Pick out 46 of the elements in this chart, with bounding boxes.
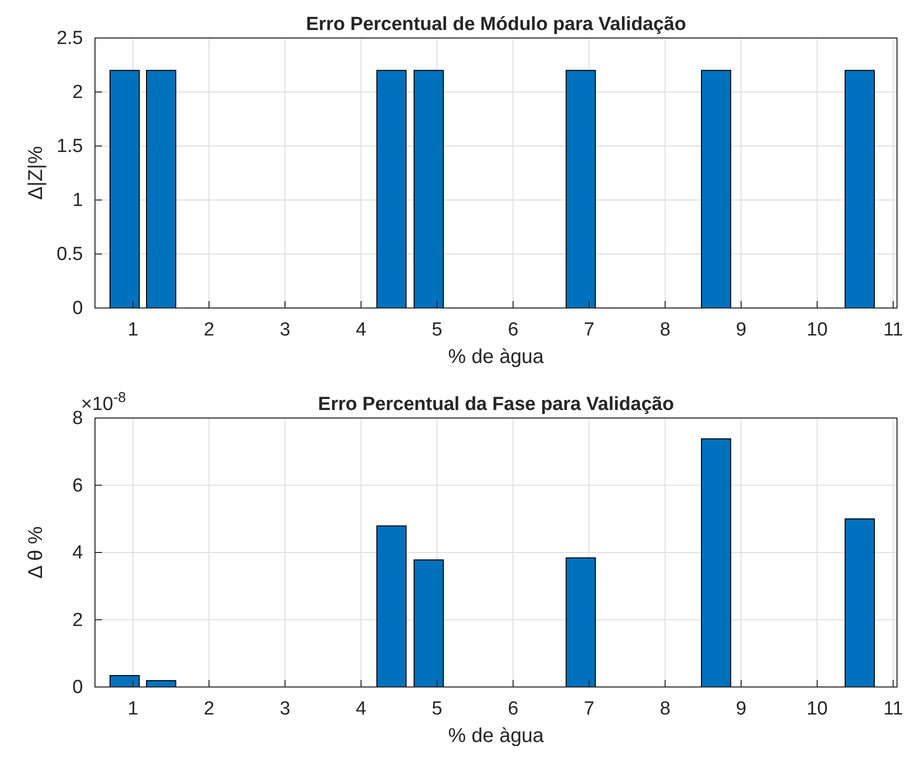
chart-title: Erro Percentual da Fase para Validação: [318, 394, 674, 415]
x-tick-label: 4: [356, 319, 367, 340]
y-tick-label: 1.5: [56, 136, 83, 158]
x-axis-title: % de àgua: [448, 346, 545, 368]
x-tick-label: 11: [883, 319, 904, 340]
x-tick-label: 7: [584, 319, 594, 340]
y-axis-title: Δ θ %: [25, 526, 47, 579]
y-tick-label: 1: [72, 190, 83, 212]
x-tick-label: 1: [128, 319, 138, 340]
chart-title: Erro Percentual de Módulo para Validação: [306, 14, 686, 35]
x-tick-label: 10: [806, 319, 828, 340]
y-tick-label: 0.5: [56, 244, 83, 266]
x-tick-label: 6: [508, 319, 518, 340]
x-tick-label: 3: [280, 698, 290, 720]
bar: [110, 675, 140, 688]
x-tick-label: 10: [806, 698, 828, 720]
bar: [844, 518, 875, 688]
x-tick-label: 9: [736, 698, 746, 720]
x-tick-label: 8: [660, 319, 670, 340]
y-tick-label: 8: [72, 408, 83, 430]
y-axis-title: Δ|Z|%: [25, 146, 47, 200]
y-tick-label: 4: [72, 542, 84, 564]
x-axis-title: % de àgua: [448, 725, 545, 747]
x-tick-label: 5: [432, 319, 442, 340]
bar: [566, 557, 596, 688]
bar: [700, 438, 732, 688]
y-tick-label: 0: [72, 298, 83, 320]
y-tick-label: 6: [72, 475, 83, 496]
bar: [376, 525, 407, 688]
x-tick-label: 2: [204, 319, 214, 340]
x-tick-label: 1: [128, 698, 138, 720]
text: ×10$^{-8}$: [81, 390, 126, 415]
y-tick-label: 2: [72, 82, 83, 104]
x-tick-label: 5: [432, 698, 442, 720]
x-tick-label: 3: [280, 319, 290, 340]
x-tick-label: 7: [584, 698, 594, 720]
x-tick-label: 11: [883, 698, 904, 720]
x-tick-label: 9: [736, 319, 746, 340]
x-tick-label: 2: [204, 698, 214, 720]
x-tick-label: 6: [508, 698, 518, 720]
y-tick-label: 2.5: [56, 28, 83, 50]
x-tick-label: 4: [356, 698, 367, 720]
x-tick-label: 8: [660, 698, 670, 720]
y-tick-label: 0: [72, 677, 83, 698]
bar: [414, 559, 444, 688]
y-tick-label: 2: [72, 610, 83, 631]
